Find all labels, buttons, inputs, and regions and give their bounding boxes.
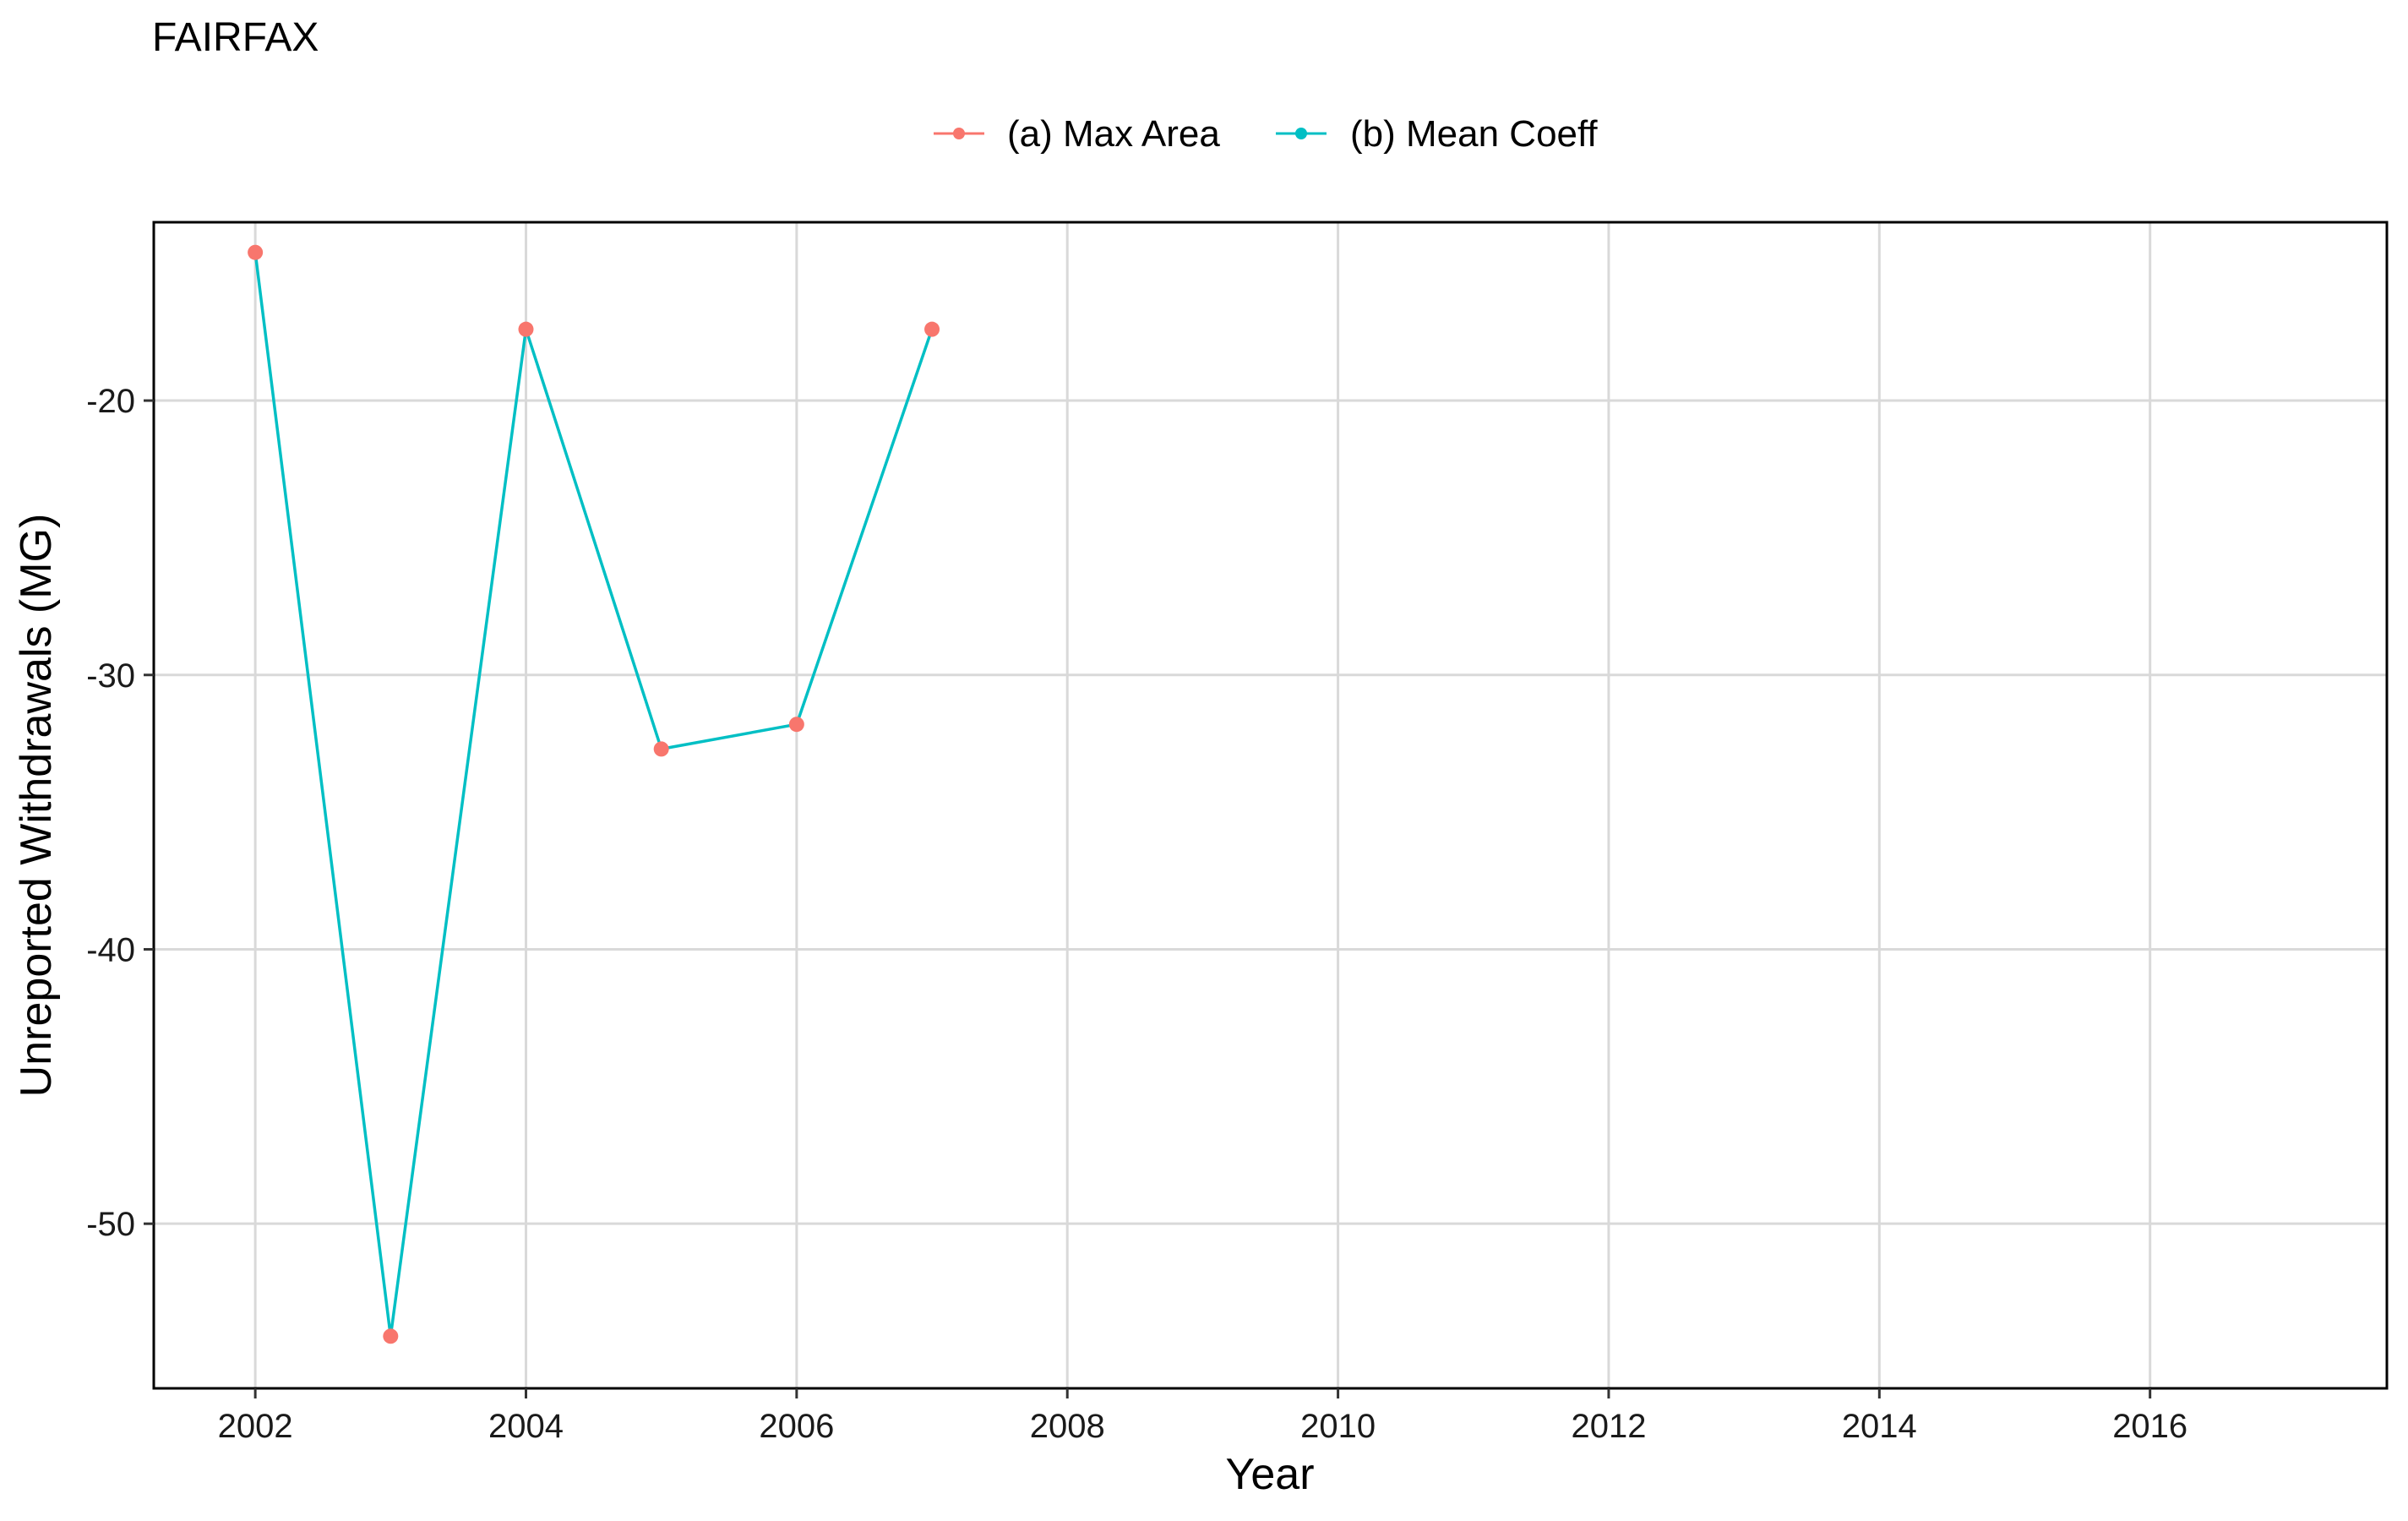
x-tick-label: 2002: [218, 1408, 293, 1445]
x-tick-label: 2004: [488, 1408, 564, 1445]
x-tick-label: 2008: [1030, 1408, 1105, 1445]
chart-title: FAIRFAX: [152, 15, 319, 60]
y-tick-label: -50: [86, 1206, 135, 1243]
y-axis: -50 -40 -30 -20: [86, 383, 154, 1243]
x-tick-label: 2006: [759, 1408, 834, 1445]
legend-key-point-max-area: [953, 128, 965, 139]
data-point-max-area: [248, 244, 264, 260]
y-tick-label: -40: [86, 931, 135, 968]
y-axis-title: Unreported Withdrawals (MG): [12, 514, 61, 1098]
legend-label-mean-coeff: (b) Mean Coeff: [1350, 113, 1598, 155]
y-tick-label: -20: [86, 383, 135, 420]
legend: (a) Max Area (b) Mean Coeff: [934, 113, 1598, 155]
x-tick-label: 2014: [1842, 1408, 1917, 1445]
data-point-max-area: [518, 321, 534, 337]
plot-panel-border: [152, 221, 2389, 1390]
x-axis: 2002 2004 2006 2008 2010 2012 2014 2016: [218, 1388, 2187, 1445]
data-point-max-area: [788, 717, 804, 733]
legend-label-max-area: (a) Max Area: [1007, 113, 1220, 155]
series-line-mean-coeff: [253, 252, 934, 1338]
x-tick-label: 2012: [1571, 1408, 1646, 1445]
data-point-max-area: [924, 321, 940, 337]
legend-item-mean-coeff: (b) Mean Coeff: [1276, 113, 1598, 155]
series-lines: [253, 252, 934, 1338]
x-axis-title: Year: [1225, 1450, 1314, 1499]
series-points: [248, 244, 940, 1344]
y-tick-label: -30: [86, 657, 135, 695]
x-tick-label: 2010: [1300, 1408, 1376, 1445]
legend-key-point-mean-coeff: [1295, 128, 1307, 139]
x-tick-label: 2016: [2112, 1408, 2187, 1445]
legend-item-max-area: (a) Max Area: [934, 113, 1220, 155]
data-point-max-area: [383, 1328, 399, 1344]
grid: [154, 222, 2387, 1388]
data-point-max-area: [653, 741, 669, 757]
